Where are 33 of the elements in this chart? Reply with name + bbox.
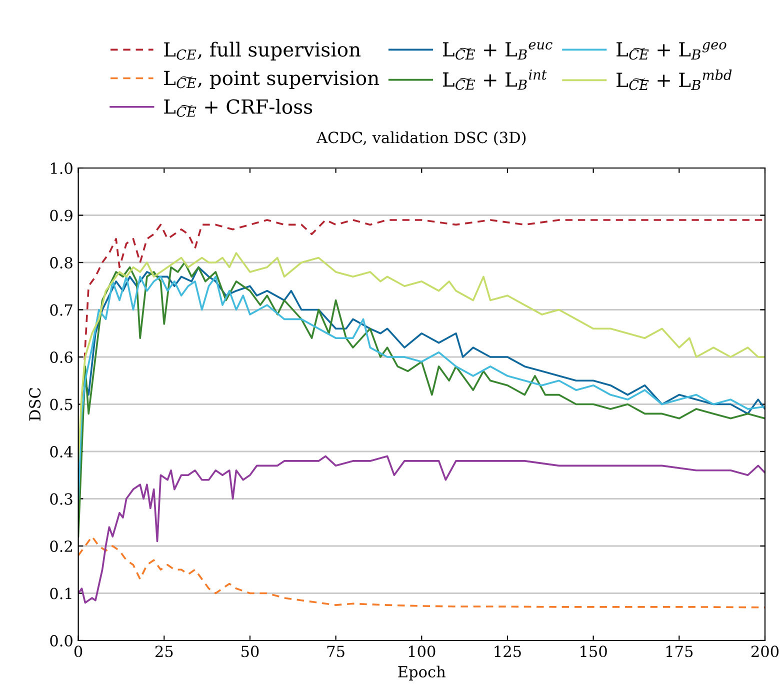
x-tick-label: 0 [74,646,82,658]
line-series [78,536,765,608]
y-tick-label: 0.7 [50,304,72,316]
y-tick-label: 0.5 [50,398,72,410]
x-tick-label: 125 [494,646,521,658]
y-axis-title: DSC [29,388,41,421]
y-tick-label: 0.3 [50,493,72,505]
y-tick-label: 0.1 [50,588,72,600]
x-axis-title: Epoch [398,666,446,680]
line-series [78,455,765,604]
x-tick-label: 50 [242,646,259,658]
y-tick-label: 0.0 [50,634,72,647]
y-tick-label: 0.9 [50,210,72,222]
chart-title: ACDC, validation DSC (3D) [316,131,526,146]
legend-label: L$_{C͠E}$, point supervision [164,70,380,90]
y-tick-label: 0.4 [50,446,73,458]
x-tick-label: 75 [327,646,344,658]
y-tick-label: 0.2 [50,540,72,552]
y-tick-label: 1.0 [51,162,72,174]
x-tick-label: 25 [155,646,173,658]
x-tick-label: 150 [580,646,607,658]
legend-label: L$_{C͠E}$ + L$_{B}$$^{mbd}$ [616,70,732,90]
legend-label: L$_{C͠E}$ + L$_{B}$$^{euc}$ [442,42,552,60]
y-tick-label: 0.6 [50,351,72,364]
legend-label: L$_{C͠E}$ + L$_{B}$$^{geo}$ [616,42,726,60]
x-tick-label: 175 [666,646,693,658]
y-tick-label: 0.8 [50,256,72,269]
legend-label: L$_{CE}$, full supervision [164,42,361,61]
legend-label: L$_{C͠E}$ + CRF-loss [164,98,312,117]
line-series [78,252,765,462]
x-tick-label: 200 [751,646,779,658]
legend-label: L$_{C͠E}$ + L$_{B}$$^{int}$ [442,70,547,90]
x-tick-label: 100 [408,646,436,658]
